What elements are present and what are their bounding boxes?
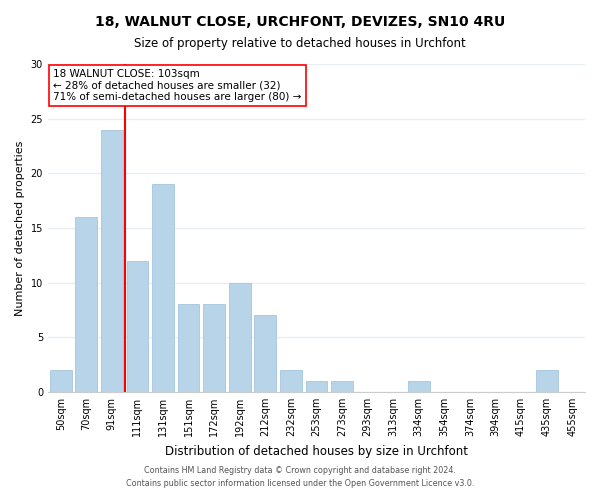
Bar: [408, 381, 430, 392]
Bar: [229, 282, 251, 392]
Text: Size of property relative to detached houses in Urchfont: Size of property relative to detached ho…: [134, 38, 466, 51]
Bar: [536, 370, 557, 392]
Bar: [305, 381, 328, 392]
Bar: [101, 130, 123, 392]
Bar: [203, 304, 225, 392]
Text: 18 WALNUT CLOSE: 103sqm
← 28% of detached houses are smaller (32)
71% of semi-de: 18 WALNUT CLOSE: 103sqm ← 28% of detache…: [53, 69, 302, 102]
Bar: [152, 184, 174, 392]
Bar: [50, 370, 71, 392]
Bar: [331, 381, 353, 392]
X-axis label: Distribution of detached houses by size in Urchfont: Distribution of detached houses by size …: [165, 444, 468, 458]
Text: Contains HM Land Registry data © Crown copyright and database right 2024.
Contai: Contains HM Land Registry data © Crown c…: [126, 466, 474, 487]
Bar: [254, 316, 276, 392]
Bar: [280, 370, 302, 392]
Bar: [76, 217, 97, 392]
Text: 18, WALNUT CLOSE, URCHFONT, DEVIZES, SN10 4RU: 18, WALNUT CLOSE, URCHFONT, DEVIZES, SN1…: [95, 15, 505, 29]
Bar: [127, 261, 148, 392]
Y-axis label: Number of detached properties: Number of detached properties: [15, 140, 25, 316]
Bar: [178, 304, 199, 392]
